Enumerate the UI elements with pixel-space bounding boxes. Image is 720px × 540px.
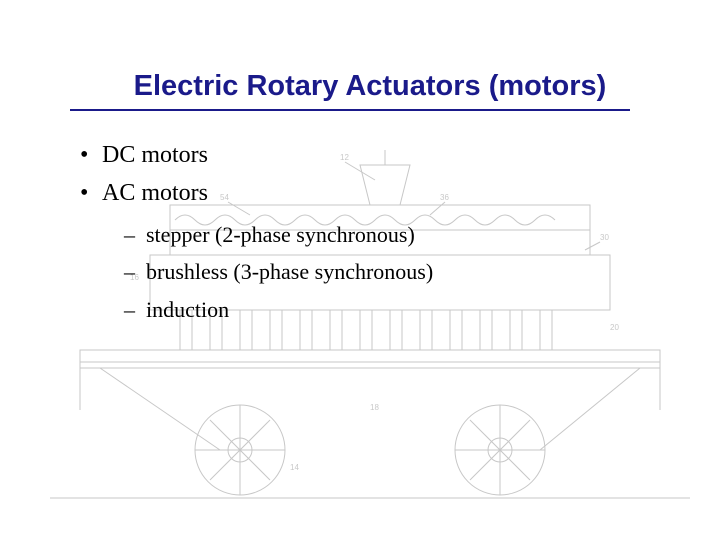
bullet-item: AC motors stepper (2-phase synchronous) … — [80, 177, 660, 324]
sub-bullet-item: induction — [124, 295, 660, 325]
sub-bullet-text: stepper (2-phase synchronous) — [146, 222, 415, 247]
bullet-item: DC motors — [80, 139, 660, 171]
slide-title: Electric Rotary Actuators (motors) — [80, 70, 660, 103]
svg-text:14: 14 — [290, 463, 299, 472]
title-underline — [70, 109, 630, 111]
bullet-list-level1: DC motors AC motors stepper (2-phase syn… — [80, 139, 660, 325]
slide-content: Electric Rotary Actuators (motors) DC mo… — [0, 0, 720, 325]
bullet-list-level2: stepper (2-phase synchronous) brushless … — [80, 220, 660, 325]
svg-text:18: 18 — [370, 403, 379, 412]
bullet-text: AC motors — [102, 180, 208, 206]
bullet-text: DC motors — [102, 142, 208, 168]
sub-bullet-item: stepper (2-phase synchronous) — [124, 220, 660, 250]
slide: 12 54 36 30 16 20 18 14 Electric Rotary … — [0, 0, 720, 540]
sub-bullet-item: brushless (3-phase synchronous) — [124, 257, 660, 287]
sub-bullet-text: brushless (3-phase synchronous) — [146, 259, 433, 284]
sub-bullet-text: induction — [146, 297, 229, 322]
